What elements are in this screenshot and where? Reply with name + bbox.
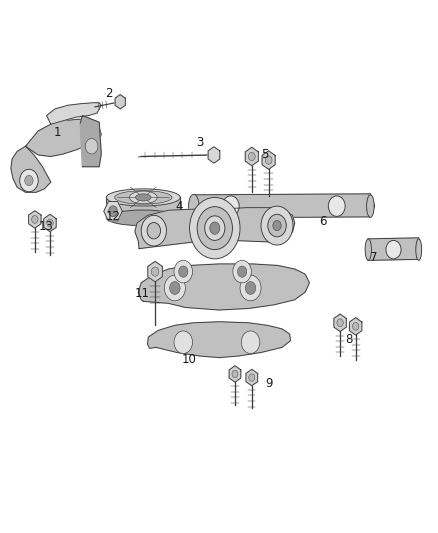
- Circle shape: [248, 152, 255, 160]
- Polygon shape: [106, 197, 180, 218]
- Circle shape: [337, 319, 343, 327]
- Circle shape: [245, 281, 256, 294]
- Polygon shape: [80, 116, 101, 167]
- Circle shape: [328, 196, 345, 216]
- Polygon shape: [46, 103, 101, 124]
- Circle shape: [179, 266, 188, 277]
- Text: 13: 13: [38, 220, 53, 233]
- Circle shape: [190, 197, 240, 259]
- Circle shape: [268, 214, 286, 237]
- Circle shape: [353, 322, 359, 330]
- Text: 2: 2: [105, 87, 113, 100]
- Polygon shape: [28, 211, 41, 228]
- Text: 7: 7: [370, 251, 378, 264]
- Polygon shape: [229, 366, 241, 382]
- Text: 8: 8: [345, 333, 352, 346]
- Ellipse shape: [130, 191, 157, 204]
- Circle shape: [174, 260, 193, 283]
- Ellipse shape: [416, 239, 422, 260]
- Circle shape: [147, 222, 161, 239]
- Polygon shape: [246, 369, 258, 386]
- Circle shape: [25, 175, 33, 185]
- Ellipse shape: [135, 194, 151, 201]
- Polygon shape: [104, 201, 122, 221]
- Circle shape: [170, 281, 180, 294]
- Circle shape: [265, 156, 272, 164]
- Polygon shape: [208, 147, 220, 163]
- Circle shape: [241, 331, 260, 353]
- Polygon shape: [44, 214, 56, 232]
- Text: 9: 9: [265, 377, 272, 390]
- Circle shape: [249, 374, 255, 381]
- Text: 5: 5: [261, 149, 268, 161]
- Circle shape: [273, 221, 281, 231]
- Circle shape: [141, 215, 166, 246]
- Ellipse shape: [115, 191, 172, 204]
- Circle shape: [223, 196, 239, 216]
- Polygon shape: [350, 318, 362, 335]
- Polygon shape: [334, 314, 346, 332]
- Text: 1: 1: [53, 126, 61, 139]
- Circle shape: [386, 240, 401, 259]
- Circle shape: [47, 219, 53, 227]
- Text: 11: 11: [135, 287, 150, 300]
- Polygon shape: [25, 119, 101, 157]
- Circle shape: [237, 266, 247, 277]
- Text: 6: 6: [320, 215, 327, 228]
- Circle shape: [232, 370, 238, 378]
- Polygon shape: [115, 94, 125, 109]
- Circle shape: [210, 222, 220, 235]
- Polygon shape: [192, 194, 374, 218]
- Circle shape: [197, 207, 233, 249]
- Circle shape: [233, 260, 251, 283]
- Circle shape: [151, 267, 159, 276]
- Circle shape: [174, 331, 193, 353]
- Text: 3: 3: [196, 136, 204, 149]
- Polygon shape: [262, 151, 275, 169]
- Circle shape: [261, 206, 293, 245]
- Ellipse shape: [188, 195, 199, 218]
- Ellipse shape: [106, 189, 180, 206]
- Circle shape: [109, 206, 117, 216]
- Ellipse shape: [367, 195, 374, 217]
- Polygon shape: [148, 261, 162, 282]
- Polygon shape: [138, 264, 309, 310]
- Circle shape: [240, 275, 261, 301]
- Text: 12: 12: [106, 210, 120, 223]
- Ellipse shape: [106, 210, 180, 226]
- Polygon shape: [148, 322, 290, 358]
- Circle shape: [164, 275, 185, 301]
- Text: 10: 10: [181, 353, 196, 366]
- Text: 4: 4: [175, 200, 183, 213]
- Circle shape: [20, 169, 38, 192]
- Polygon shape: [245, 147, 258, 166]
- Ellipse shape: [365, 239, 371, 260]
- Circle shape: [85, 139, 98, 154]
- Polygon shape: [11, 146, 51, 192]
- Circle shape: [32, 215, 38, 223]
- Polygon shape: [135, 208, 295, 248]
- Polygon shape: [367, 238, 420, 260]
- Circle shape: [205, 216, 225, 240]
